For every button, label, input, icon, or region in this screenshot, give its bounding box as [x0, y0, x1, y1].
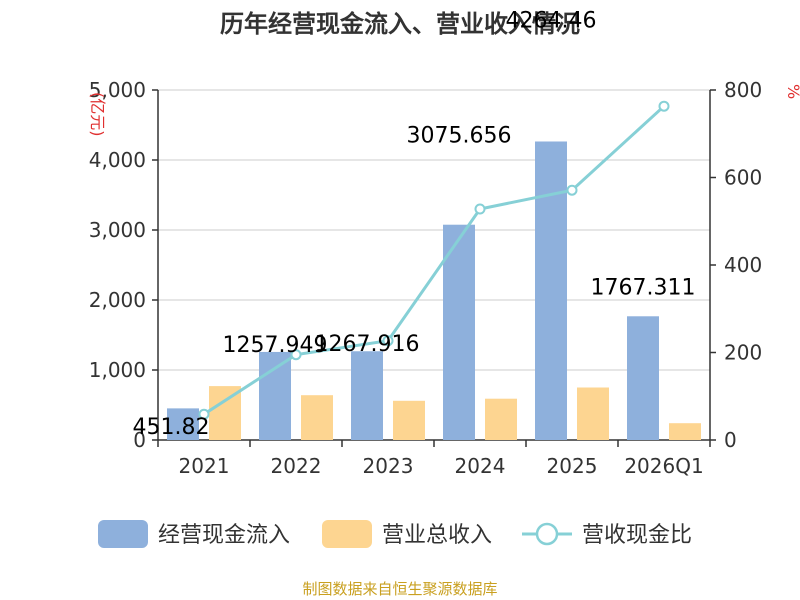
- x-tick-label: 2023: [363, 454, 414, 478]
- right-axis-unit: %: [784, 84, 800, 99]
- bar-revenue: [669, 423, 701, 440]
- chart-title: 历年经营现金流入、营业收入情况: [220, 10, 580, 38]
- bar-cash-inflow: [535, 141, 567, 440]
- ratio-point: [658, 100, 670, 112]
- bar-revenue: [485, 398, 517, 440]
- bar-cash-inflow: [259, 351, 291, 440]
- left-tick-label: 4,000: [89, 148, 146, 172]
- grid: [158, 89, 710, 371]
- legend-swatch-cash-inflow: [98, 520, 148, 548]
- left-tick-label: 2,000: [89, 288, 146, 312]
- legend-swatch-ratio-point: [535, 522, 559, 546]
- left-tick-label: 1,000: [89, 358, 146, 382]
- left-tick-label: 3,000: [89, 218, 146, 242]
- right-tick-label: 600: [724, 166, 762, 190]
- right-tick-label: 0: [724, 428, 737, 452]
- bar-cash-inflow: [627, 316, 659, 440]
- ratio-point: [474, 203, 486, 215]
- right-tick-label: 800: [724, 78, 762, 102]
- data-label: 4264.46: [506, 8, 597, 33]
- data-label: 451.82: [133, 415, 210, 440]
- legend-swatch-revenue: [322, 520, 372, 548]
- data-label: 1767.311: [591, 275, 696, 300]
- ratio-point: [198, 408, 210, 420]
- x-tick-label: 2025: [547, 454, 598, 478]
- bars: [167, 141, 701, 440]
- source-note: 制图数据来自恒生聚源数据库: [302, 580, 497, 598]
- right-tick-label: 400: [724, 253, 762, 277]
- data-label: 1267.916: [315, 332, 420, 357]
- ratio-point: [382, 335, 394, 347]
- right-tick-label: 200: [724, 341, 762, 365]
- bar-cash-inflow: [443, 224, 475, 440]
- x-tick-label: 2021: [179, 454, 230, 478]
- left-tick-label: 0: [133, 428, 146, 452]
- left-tick-label: 5,000: [89, 78, 146, 102]
- ratio-point: [290, 349, 302, 361]
- bar-cash-inflow: [351, 351, 383, 440]
- ratio-line: [198, 100, 670, 420]
- ratio-point: [566, 184, 578, 196]
- bar-revenue: [301, 395, 333, 440]
- bar-revenue: [577, 387, 609, 440]
- data-label: 1257.949: [223, 333, 328, 358]
- legend-label: 经营现金流入: [158, 523, 290, 548]
- legend: 经营现金流入 营业总收入 营收现金比: [98, 520, 692, 548]
- legend-label: 营业总收入: [382, 523, 492, 548]
- x-tick-label: 2026Q1: [624, 454, 703, 478]
- bar-cash-inflow: [167, 408, 199, 440]
- left-axis-unit: (亿元): [88, 92, 107, 137]
- data-label: 3075.656: [407, 124, 512, 149]
- x-tick-label: 2022: [271, 454, 322, 478]
- ratio-line-path: [203, 105, 666, 416]
- axes: 0 1,000 2,000 3,000 4,000 5,000 0 200 400 600 800 (…: [88, 78, 800, 478]
- legend-label: 营收现金比: [582, 523, 692, 548]
- bar-revenue: [393, 400, 425, 440]
- x-tick-label: 2024: [455, 454, 506, 478]
